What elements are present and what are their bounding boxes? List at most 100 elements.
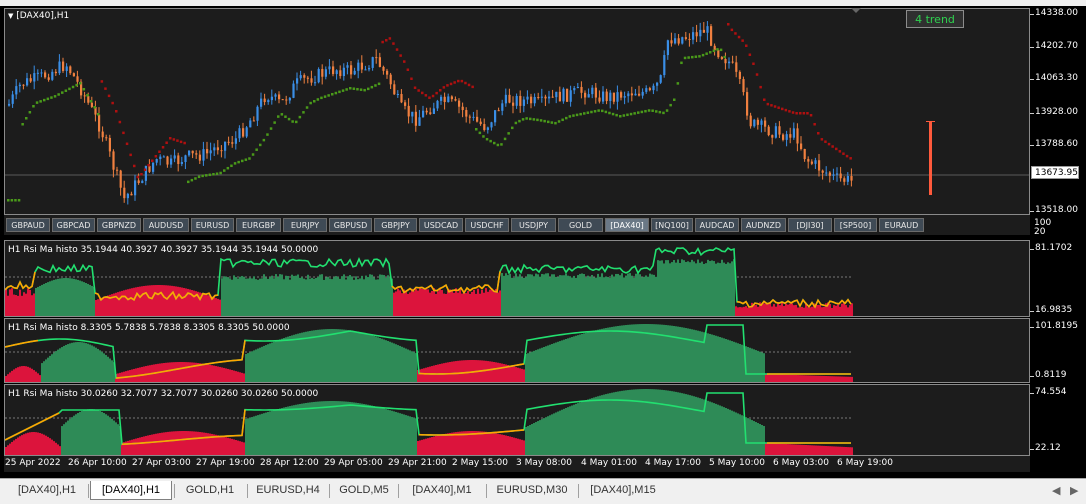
histogram-bar [621,273,623,316]
candle [620,90,623,101]
histogram-bar [21,366,23,382]
histogram-bar [643,324,645,382]
symbol-button-gbpaud[interactable]: GBPAUD [6,218,50,232]
candle [306,75,309,84]
candle [623,91,626,105]
ma-dot [323,95,327,98]
histogram-bar [473,431,475,455]
histogram-bar [341,401,343,455]
histogram-bar [643,389,645,455]
histogram-bar [819,375,821,382]
symbol-button-sp500[interactable]: [SP500] [834,218,877,232]
symbol-button-dax40[interactable]: [DAX40] [605,218,649,232]
tab--dax40--m15[interactable]: [DAX40],M15 [590,484,656,496]
histogram-bar [67,344,69,382]
histogram-bar [515,367,517,382]
symbol-button-audcad[interactable]: AUDCAD [695,218,739,232]
histogram-bar [485,360,487,382]
histogram-bar [497,292,499,316]
candlestick-chart[interactable] [5,9,1030,215]
symbol-button-nq100[interactable]: [NQ100] [651,218,693,232]
histogram-bar [527,353,529,382]
histogram-bar [349,330,351,382]
histogram-bar [595,396,597,455]
histogram-bar [497,433,499,455]
histogram-bar [427,438,429,455]
histogram-bar [297,404,299,455]
histogram-bar [159,363,161,382]
candle [170,154,173,168]
histogram-bar [395,291,397,316]
tab-gold-m5[interactable]: GOLD,M5 [339,484,389,496]
histogram-bar [383,339,385,382]
symbol-button-usdchf[interactable]: USDCHF [465,218,509,232]
histogram-bar [343,274,345,316]
histogram-bar [487,432,489,455]
main-price-pane[interactable] [4,8,1030,215]
trend-button[interactable]: 4 trend [906,10,964,28]
histogram-bar [735,342,737,382]
symbol-button-gbpjpy[interactable]: GBPJPY [374,218,417,232]
symbol-button-gold[interactable]: GOLD [558,218,603,232]
candle [188,150,191,157]
tab-eurusd-h4[interactable]: EURUSD,H4 [256,484,320,496]
ma-dot [410,77,413,80]
chevron-down-icon[interactable]: ▼ [8,12,14,20]
symbol-button-usdjpy[interactable]: USDJPY [511,218,556,232]
tab--dax40--h1[interactable]: [DAX40],H1 [90,481,172,500]
histogram-bar [157,285,159,316]
candle [594,83,597,104]
histogram-bar [593,397,595,455]
symbol-button-audusd[interactable]: AUDUSD [143,218,189,232]
ma-dot [219,171,222,175]
symbol-button-audnzd[interactable]: AUDNZD [741,218,786,232]
symbol-button-usdcad[interactable]: USDCAD [419,218,463,232]
histogram-bar [65,344,67,382]
histogram-bar [347,401,349,455]
indicator-pane-2[interactable] [4,318,1030,383]
symbol-button-eurjpy[interactable]: EURJPY [283,218,327,232]
histogram-bar [55,442,57,455]
histogram-bar [641,277,643,316]
histogram-bar [717,404,719,455]
histogram-bar [167,362,169,382]
indicator-pane-1[interactable] [4,240,1030,317]
histogram-bar [719,405,721,455]
tab-scroll-right-icon[interactable]: ▶ [1070,484,1079,497]
histogram-bar [465,360,467,382]
candle [382,65,385,75]
histogram-bar [395,344,397,382]
candle [72,72,75,77]
tab-eurusd-m30[interactable]: EURUSD,M30 [496,484,568,496]
histogram-bar [95,300,97,316]
ma-dot [687,56,690,59]
collapse-arrow-icon[interactable] [851,8,861,13]
time-label: 6 May 19:00 [837,458,893,468]
histogram-bar [765,443,767,455]
histogram-bar [673,260,675,316]
candle [447,93,450,103]
histogram-bar [535,273,537,316]
ma-dot [575,113,579,117]
symbol-button-gbpusd[interactable]: GBPUSD [329,218,372,232]
ma-dot [597,109,600,112]
symbol-button-eurusd[interactable]: EURUSD [191,218,234,232]
histogram-bar [823,306,825,316]
symbol-button-gbpcad[interactable]: GBPCAD [52,218,95,232]
indicator-pane-3[interactable] [4,384,1030,456]
tab-scroll-left-icon[interactable]: ◀ [1052,484,1061,497]
symbol-button-gbpnzd[interactable]: GBPNZD [97,218,141,232]
symbol-button-dji30[interactable]: [DJI30] [788,218,832,232]
tab--dax40--m1[interactable]: [DAX40],M1 [412,484,472,496]
histogram-bar [387,340,389,382]
histogram-bar [287,406,289,455]
symbol-button-eurgbp[interactable]: EURGBP [236,218,281,232]
ma-dot [446,84,449,87]
histogram-bar [803,307,805,316]
histogram-bar [769,374,771,382]
symbol-button-euraud[interactable]: EURAUD [879,218,924,232]
tab-gold-h1[interactable]: GOLD,H1 [185,484,235,496]
tab--dax40--h1[interactable]: [DAX40],H1 [17,484,77,496]
histogram-bar [445,362,447,382]
histogram-bar [759,424,761,455]
